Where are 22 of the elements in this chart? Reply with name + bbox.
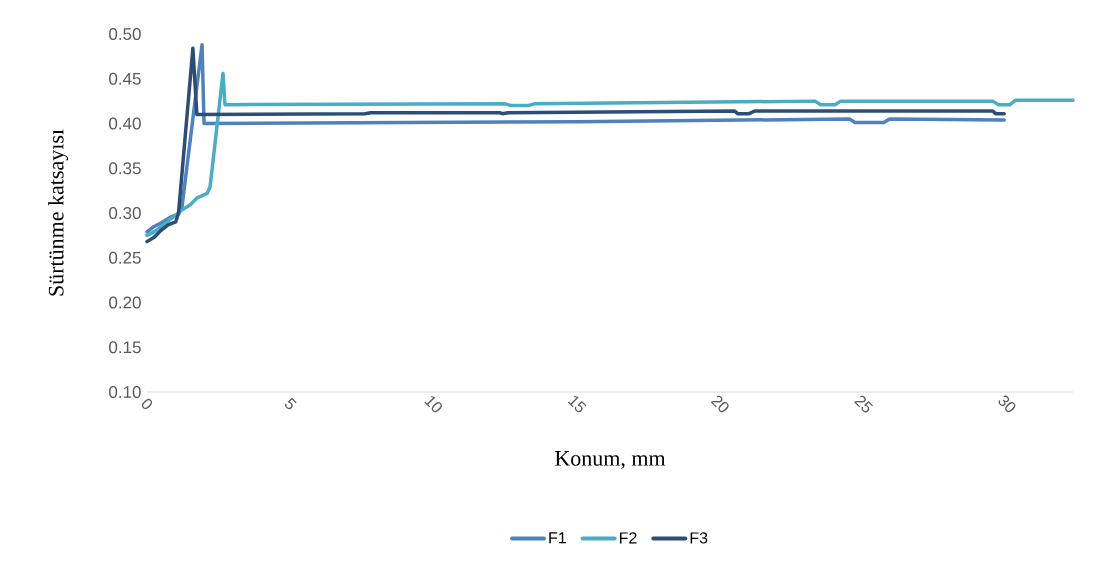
y-tick-label: 0.15 — [109, 341, 141, 354]
legend-label: F3 — [690, 532, 708, 544]
x-tick-label: 30 — [998, 395, 1016, 413]
y-tick-label: 0.35 — [109, 162, 141, 175]
x-tick-label: 10 — [424, 396, 442, 413]
y-tick-label: 0.10 — [109, 385, 141, 399]
x-tick-label: 25 — [854, 395, 873, 413]
y-tick-label: 0.30 — [109, 206, 141, 220]
legend-label: F2 — [619, 532, 637, 544]
y-tick-label: 0.45 — [109, 72, 141, 85]
line-series — [145, 71, 1075, 238]
x-tick-label: 20 — [710, 395, 729, 413]
x-tick-label: 0 — [141, 398, 153, 410]
y-axis-title: Sürtünme katsayısı — [48, 129, 69, 296]
legend-label: F1 — [549, 532, 566, 544]
y-tick-label: 0.25 — [109, 251, 141, 264]
x-tick-label: 15 — [567, 396, 587, 413]
y-tick-label: 0.20 — [109, 296, 141, 309]
y-tick-label: 0.50 — [109, 27, 141, 41]
x-tick-label: 5 — [284, 397, 297, 410]
x-axis-title: Konum, mm — [555, 451, 666, 469]
y-tick-label: 0.40 — [109, 117, 141, 130]
